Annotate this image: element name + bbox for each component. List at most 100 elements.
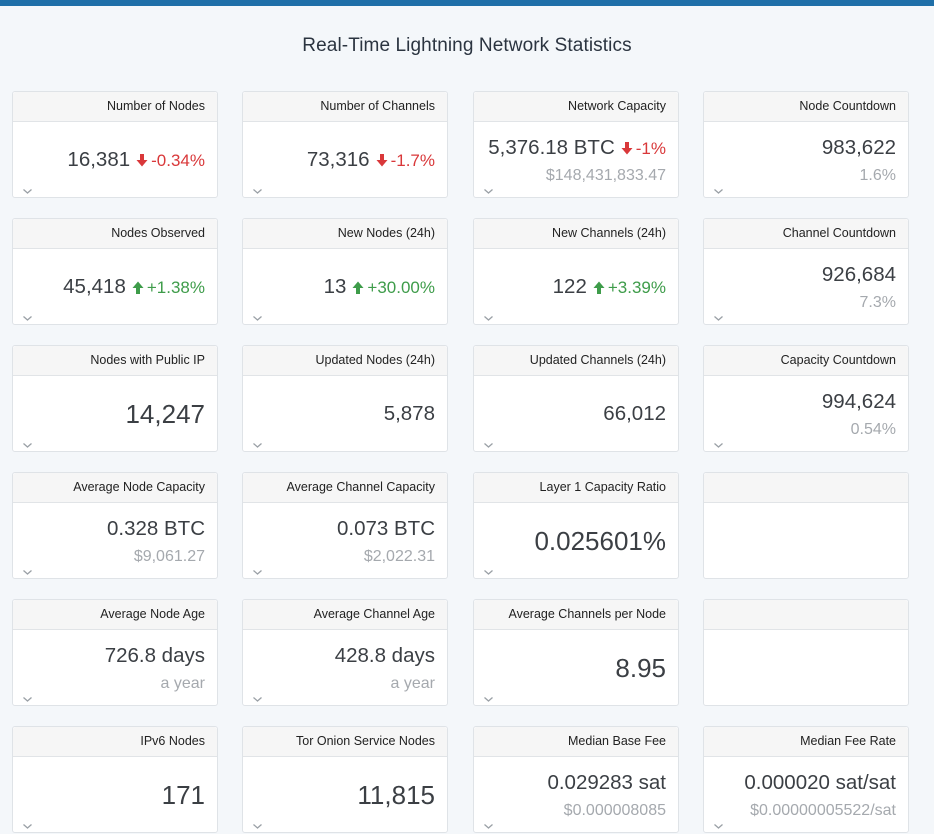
chevron-down-icon[interactable] [22, 823, 33, 830]
card-value: 14,247 [125, 399, 205, 430]
card-value: 66,012 [603, 402, 666, 426]
card-subvalue: a year [160, 675, 205, 692]
chevron-down-icon[interactable] [252, 442, 263, 449]
card-title: New Nodes (24h) [243, 219, 447, 249]
chevron-down-icon[interactable] [22, 569, 33, 576]
chevron-down-icon[interactable] [713, 315, 724, 322]
stat-card-average-channel-capacity: Average Channel Capacity 0.073 BTC $2,022.… [242, 472, 448, 579]
stat-card-new-channels-24h: New Channels (24h) 122 +3.39% [473, 218, 679, 325]
card-body [704, 630, 908, 707]
card-body: 0.073 BTC $2,022.31 [243, 503, 447, 580]
chevron-down-icon[interactable] [483, 823, 494, 830]
card-title: Average Node Age [13, 600, 217, 630]
card-body: 14,247 [13, 376, 217, 453]
stat-card-average-node-age: Average Node Age 726.8 days a year [12, 599, 218, 706]
card-title: Layer 1 Capacity Ratio [474, 473, 678, 503]
chevron-down-icon[interactable] [483, 696, 494, 703]
card-body: 983,622 1.6% [704, 122, 908, 199]
card-value: 16,381 -0.34% [67, 148, 205, 172]
arrow-down-icon [376, 154, 388, 167]
card-body: 0.000020 sat/sat $0.00000005522/sat [704, 757, 908, 834]
arrow-down-icon [621, 142, 633, 155]
card-body: 16,381 -0.34% [13, 122, 217, 199]
chevron-down-icon[interactable] [22, 315, 33, 322]
top-accent-bar [0, 0, 934, 6]
card-title: New Channels (24h) [474, 219, 678, 249]
card-body: 13 +30.00% [243, 249, 447, 326]
card-body: 5,376.18 BTC -1% $148,431,833.47 [474, 122, 678, 199]
card-body: 122 +3.39% [474, 249, 678, 326]
card-value: 0.328 BTC [107, 517, 205, 541]
card-value: 726.8 days [105, 644, 205, 668]
card-subvalue: $9,061.27 [133, 548, 205, 565]
card-title: Average Channel Age [243, 600, 447, 630]
card-value-text: 0.025601% [534, 526, 666, 556]
card-title: Number of Channels [243, 92, 447, 122]
chevron-down-icon[interactable] [713, 188, 724, 195]
chevron-down-icon[interactable] [252, 188, 263, 195]
card-subvalue: 0.54% [850, 421, 896, 438]
card-title: Nodes Observed [13, 219, 217, 249]
card-value-text: 0.073 BTC [337, 517, 435, 540]
change-indicator: +1.38% [132, 278, 205, 297]
stat-card-layer-1-capacity-ratio: Layer 1 Capacity Ratio 0.025601% [473, 472, 679, 579]
card-value-text: 8.95 [615, 653, 666, 683]
card-value: 13 +30.00% [324, 275, 435, 299]
chevron-down-icon[interactable] [22, 188, 33, 195]
card-value: 994,624 [822, 390, 896, 414]
card-value-text: 14,247 [125, 399, 205, 429]
chevron-down-icon[interactable] [483, 315, 494, 322]
card-value-text: 5,878 [383, 402, 435, 425]
card-value: 428.8 days [335, 644, 435, 668]
card-title: Node Countdown [704, 92, 908, 122]
card-body: 66,012 [474, 376, 678, 453]
card-value: 45,418 +1.38% [63, 275, 205, 299]
card-value: 983,622 [822, 136, 896, 160]
chevron-down-icon[interactable] [252, 823, 263, 830]
chevron-down-icon[interactable] [252, 315, 263, 322]
card-value-text: 66,012 [603, 402, 666, 425]
chevron-down-icon[interactable] [713, 442, 724, 449]
arrow-up-icon [132, 281, 144, 294]
card-value: 73,316 -1.7% [307, 148, 435, 172]
card-body: 428.8 days a year [243, 630, 447, 707]
card-value-text: 13 [323, 275, 347, 298]
change-percent: +3.39% [607, 278, 666, 297]
stat-card-updated-channels-24h: Updated Channels (24h) 66,012 [473, 345, 679, 452]
stat-card-ipv6-nodes: IPv6 Nodes 171 [12, 726, 218, 833]
chevron-down-icon[interactable] [22, 442, 33, 449]
chevron-down-icon[interactable] [22, 696, 33, 703]
chevron-down-icon[interactable] [252, 569, 263, 576]
chevron-down-icon[interactable] [483, 442, 494, 449]
card-value: 5,376.18 BTC -1% [488, 136, 666, 160]
card-value: 122 +3.39% [553, 275, 666, 299]
card-title: Nodes with Public IP [13, 346, 217, 376]
card-title: Updated Channels (24h) [474, 346, 678, 376]
card-subvalue: $0.00000005522/sat [750, 802, 896, 819]
card-value-text: 428.8 days [334, 644, 435, 667]
card-value: 0.073 BTC [337, 517, 435, 541]
card-value: 0.025601% [534, 526, 666, 557]
card-title: IPv6 Nodes [13, 727, 217, 757]
change-indicator: +3.39% [593, 278, 666, 297]
card-body: 726.8 days a year [13, 630, 217, 707]
stat-card-nodes-with-public-ip: Nodes with Public IP 14,247 [12, 345, 218, 452]
change-percent: -1% [635, 139, 666, 158]
card-title: Median Fee Rate [704, 727, 908, 757]
stat-card-number-of-channels: Number of Channels 73,316 -1.7% [242, 91, 448, 198]
chevron-down-icon[interactable] [483, 569, 494, 576]
card-title: Average Channel Capacity [243, 473, 447, 503]
card-body: 73,316 -1.7% [243, 122, 447, 199]
change-percent: -0.34% [151, 151, 205, 170]
card-value-text: 0.029283 sat [547, 771, 666, 794]
card-title: Average Node Capacity [13, 473, 217, 503]
chevron-down-icon[interactable] [483, 188, 494, 195]
stat-card-average-node-capacity: Average Node Capacity 0.328 BTC $9,061.27 [12, 472, 218, 579]
chevron-down-icon[interactable] [713, 823, 724, 830]
card-value-text: 726.8 days [104, 644, 205, 667]
card-value: 8.95 [615, 653, 666, 684]
chevron-down-icon[interactable] [252, 696, 263, 703]
card-body: 8.95 [474, 630, 678, 707]
card-value: 5,878 [384, 402, 435, 426]
stat-card-median-base-fee: Median Base Fee 0.029283 sat $0.000008085 [473, 726, 679, 833]
